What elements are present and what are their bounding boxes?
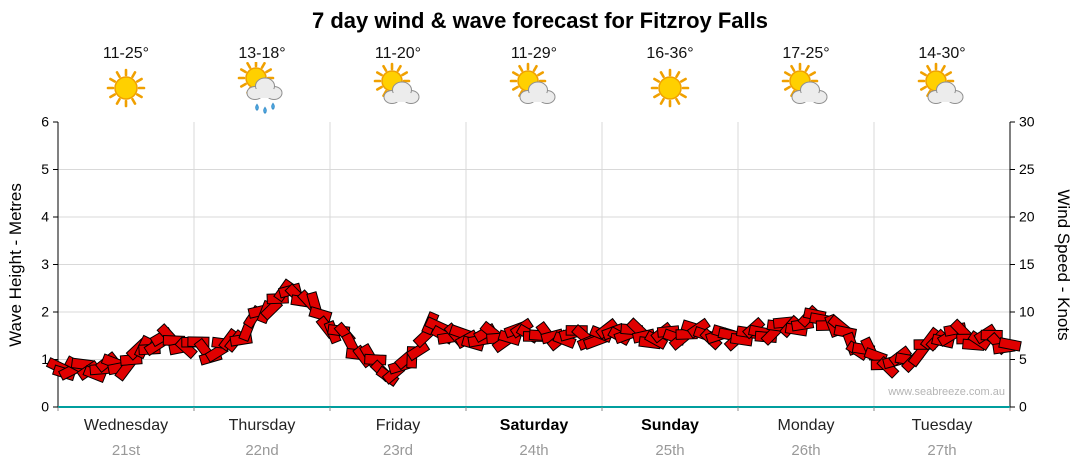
- svg-text:30: 30: [1019, 114, 1035, 130]
- svg-text:1: 1: [41, 351, 49, 367]
- right-axis-label: Wind Speed - Knots: [1054, 189, 1073, 341]
- svg-text:5: 5: [1019, 351, 1027, 367]
- svg-text:2: 2: [41, 304, 49, 320]
- left-axis-label: Wave Height - Metres: [6, 183, 25, 347]
- svg-text:4: 4: [41, 209, 49, 225]
- svg-text:6: 6: [41, 114, 49, 130]
- svg-text:3: 3: [41, 256, 49, 272]
- svg-text:0: 0: [41, 399, 49, 415]
- svg-text:10: 10: [1019, 304, 1035, 320]
- chart-title: 7 day wind & wave forecast for Fitzroy F…: [311, 8, 769, 33]
- svg-text:15: 15: [1019, 256, 1035, 272]
- svg-text:5: 5: [41, 161, 49, 177]
- svg-text:0: 0: [1019, 399, 1027, 415]
- watermark: www.seabreeze.com.au: [888, 386, 1005, 398]
- svg-text:25: 25: [1019, 161, 1035, 177]
- svg-text:20: 20: [1019, 209, 1035, 225]
